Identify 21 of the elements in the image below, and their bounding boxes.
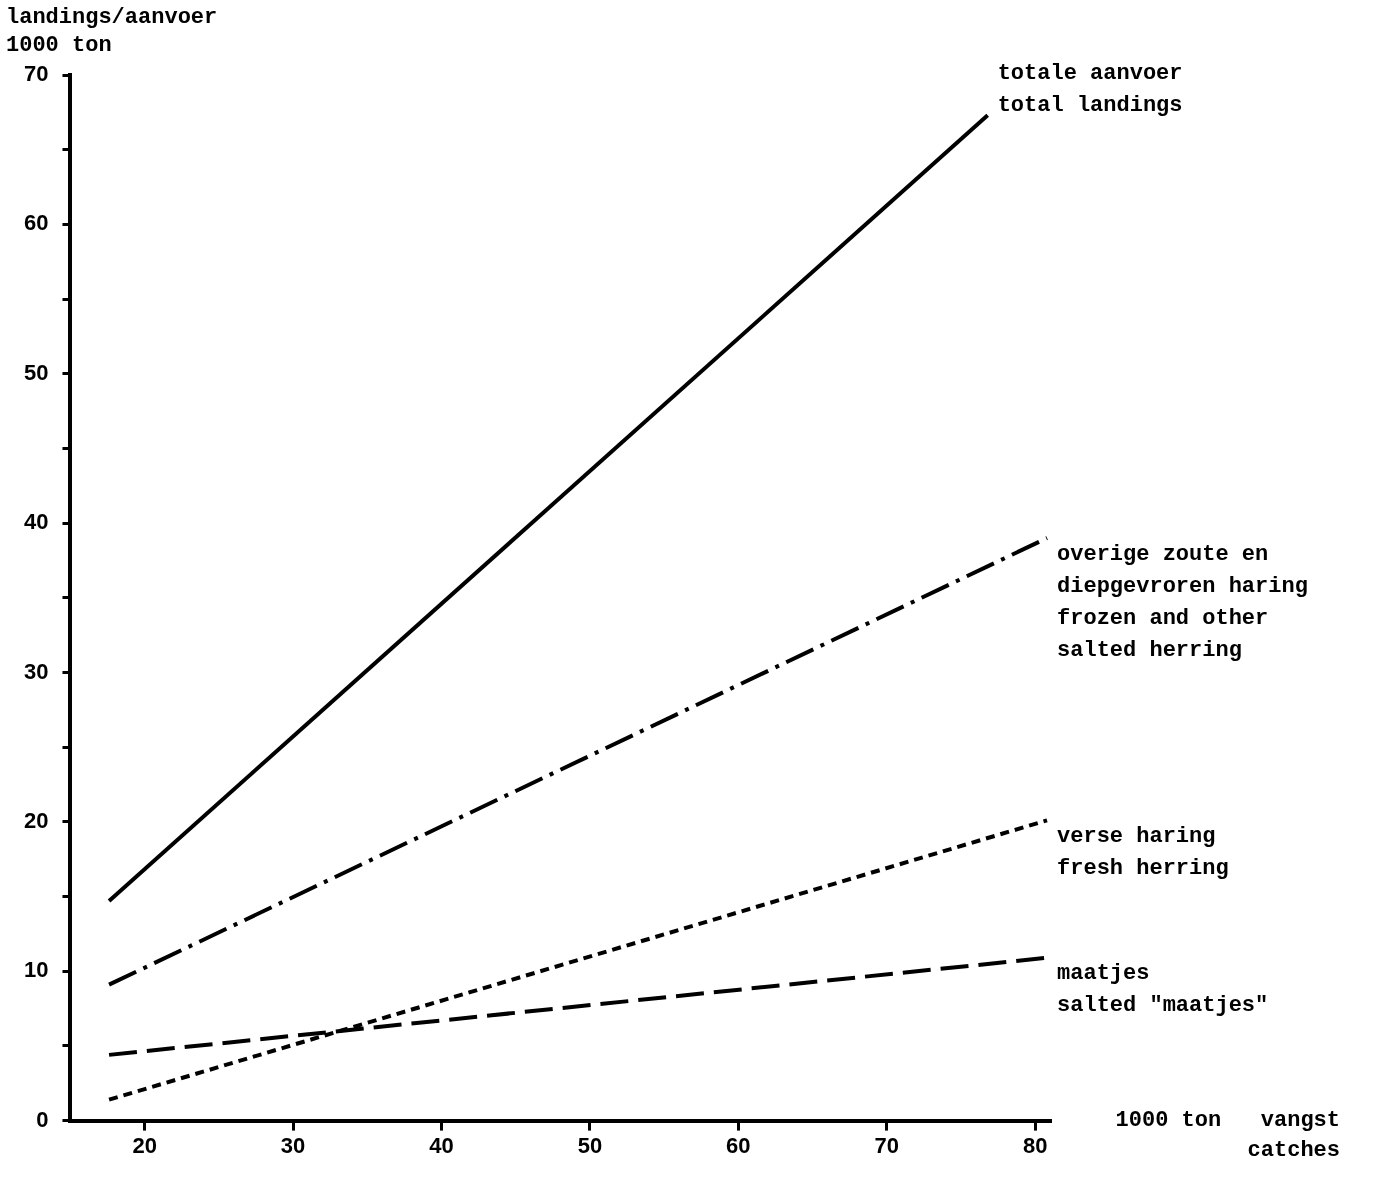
x-tick-label: 70	[874, 1132, 899, 1158]
y-tick-label: 30	[23, 658, 49, 684]
series-label: overige zoute en diepgevroren haring frozen and other salted herring	[1057, 541, 1308, 663]
x-tick-label: 30	[280, 1132, 306, 1158]
y-tick-label: 10	[23, 957, 49, 983]
y-tick-label: 60	[23, 210, 49, 236]
series-label: totale aanvoer total landings	[997, 61, 1183, 119]
x-tick-label: 80	[1022, 1132, 1048, 1158]
series-label: verse haring fresh herring	[1057, 823, 1229, 881]
series-label: maatjes salted "maatjes"	[1057, 961, 1269, 1019]
x-tick-label: 60	[726, 1132, 751, 1158]
y-tick-label: 20	[23, 807, 49, 833]
x-tick-label: 20	[132, 1132, 157, 1158]
y-tick-label: 0	[36, 1106, 49, 1132]
x-tick-label: 50	[577, 1132, 603, 1158]
x-axis-title: 1000 ton vangst catches	[1115, 1108, 1340, 1164]
x-tick-label: 40	[429, 1132, 454, 1158]
y-tick-label: 40	[23, 509, 49, 535]
y-axis-title: landings/aanvoer 1000 ton	[6, 4, 218, 58]
y-tick-label: 50	[23, 359, 49, 385]
y-tick-label: 70	[23, 61, 49, 87]
